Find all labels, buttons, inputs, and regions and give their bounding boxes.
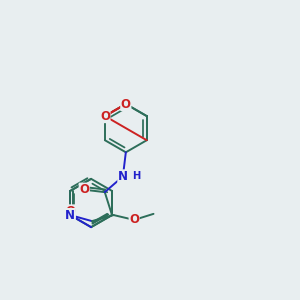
Text: O: O (65, 205, 75, 218)
Text: O: O (121, 98, 131, 110)
Text: H: H (132, 171, 141, 181)
Text: O: O (129, 213, 139, 226)
Text: N: N (65, 208, 75, 222)
Text: N: N (118, 170, 128, 183)
Text: O: O (100, 110, 110, 123)
Text: O: O (79, 183, 89, 196)
